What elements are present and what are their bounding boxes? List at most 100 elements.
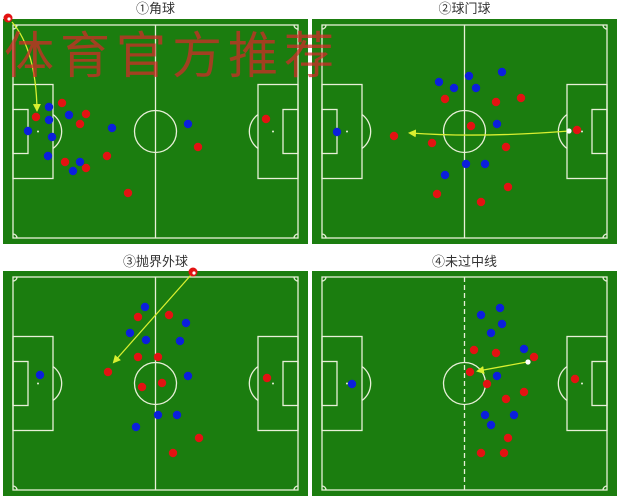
panel-title-not-past-halfway: ④未过中线 [431, 255, 497, 270]
red-player-marker [193, 142, 203, 152]
panel-title-corner-kick: ①角球 [135, 2, 175, 17]
corner-arc [321, 233, 327, 239]
corner-arc [12, 485, 18, 491]
left-penalty-spot [346, 382, 348, 385]
corner-arc [12, 276, 18, 282]
ball-marker [566, 128, 572, 134]
red-player-marker [57, 98, 67, 108]
red-player-marker [75, 119, 85, 129]
blue-player-marker [125, 328, 135, 338]
red-player-marker [133, 312, 143, 322]
blue-player-marker [183, 119, 193, 129]
left-goal-box [12, 360, 29, 407]
red-player-marker [570, 374, 580, 384]
blue-player-marker [47, 132, 57, 142]
blue-player-marker [140, 302, 150, 312]
right-goal-box [282, 360, 299, 407]
red-player-marker [262, 373, 272, 383]
red-player-marker [491, 97, 501, 107]
blue-player-marker [486, 328, 496, 338]
blue-player-marker [347, 379, 357, 389]
red-player-marker [389, 131, 399, 141]
blue-player-marker [107, 123, 117, 133]
pass-arrow-3 [112, 274, 192, 364]
left-penalty-arc [361, 365, 372, 402]
red-player-marker [465, 367, 475, 377]
blue-player-marker [43, 151, 53, 161]
blue-player-marker [434, 77, 444, 87]
red-player-marker [133, 352, 143, 362]
red-player-marker [137, 382, 147, 392]
pitch-1 [3, 19, 308, 244]
red-player-marker [466, 121, 476, 131]
right-penalty-spot [581, 130, 583, 133]
blue-player-marker [492, 371, 502, 381]
blue-player-marker [181, 318, 191, 328]
red-player-marker [60, 157, 70, 167]
red-player-marker [102, 151, 112, 161]
red-player-marker [503, 182, 513, 192]
corner-arc [321, 24, 327, 30]
pitch-4 [312, 271, 617, 496]
center-circle [442, 109, 487, 154]
corner-arc [293, 24, 299, 30]
panel-title-throw-in: ③抛界外球 [122, 255, 188, 270]
red-player-marker [432, 189, 442, 199]
left-goal-box [321, 360, 338, 407]
red-player-marker [261, 114, 271, 124]
blue-player-marker [449, 83, 459, 93]
red-player-marker [482, 379, 492, 389]
red-player-marker [123, 188, 133, 198]
blue-player-marker [509, 410, 519, 420]
red-player-marker [427, 138, 437, 148]
blue-player-marker [440, 170, 450, 180]
left-penalty-spot [37, 130, 39, 133]
red-player-marker [168, 448, 178, 458]
blue-player-marker [131, 422, 141, 432]
red-player-marker [157, 378, 167, 388]
ball-marker [7, 17, 11, 21]
right-goal-box [282, 108, 299, 155]
blue-player-marker [476, 310, 486, 320]
red-player-marker [103, 367, 113, 377]
red-player-marker [31, 112, 41, 122]
red-player-marker [491, 348, 501, 358]
red-player-marker [519, 387, 529, 397]
pass-arrow-1 [11, 21, 41, 112]
blue-player-marker [480, 410, 490, 420]
corner-arc [602, 276, 608, 282]
left-penalty-arc [361, 113, 372, 150]
right-goal-box [591, 360, 608, 407]
pass-arrow-2 [408, 129, 570, 138]
center-circle [133, 361, 178, 406]
red-player-marker [81, 109, 91, 119]
red-player-marker [194, 433, 204, 443]
blue-player-marker [519, 344, 529, 354]
pass-arrow-4 [476, 361, 528, 374]
corner-arc [293, 485, 299, 491]
left-penalty-arc [52, 113, 63, 150]
blue-player-marker [486, 420, 496, 430]
blue-player-marker [480, 159, 490, 169]
right-penalty-arc [248, 365, 259, 402]
red-player-marker [476, 197, 486, 207]
left-penalty-spot [346, 130, 348, 133]
red-player-marker [499, 448, 509, 458]
ball-marker [192, 271, 196, 275]
corner-arc [602, 233, 608, 239]
blue-player-marker [35, 370, 45, 380]
corner-arc [321, 485, 327, 491]
red-player-marker [503, 433, 513, 443]
red-player-marker [164, 310, 174, 320]
right-penalty-spot [272, 130, 274, 133]
blue-player-marker [75, 157, 85, 167]
ball-marker [525, 359, 531, 365]
corner-arc [602, 24, 608, 30]
red-player-marker [476, 448, 486, 458]
blue-player-marker [471, 83, 481, 93]
right-goal-box [591, 108, 608, 155]
right-penalty-spot [581, 382, 583, 385]
red-player-marker [501, 142, 511, 152]
